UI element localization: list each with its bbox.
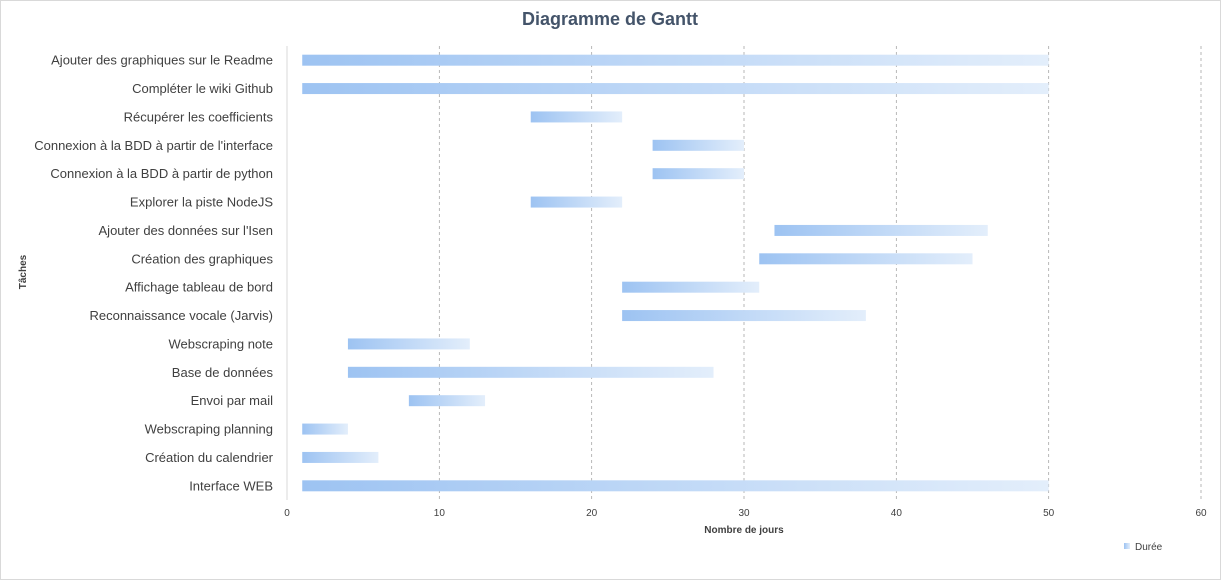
bar xyxy=(347,366,714,378)
x-tick-label: 0 xyxy=(284,508,290,519)
category-labels: Ajouter des graphiques sur le Readme Comp… xyxy=(34,53,273,494)
category-label: Ajouter des données sur l'Isen xyxy=(99,223,273,238)
legend-swatch xyxy=(1124,543,1130,549)
category-label: Connexion à la BDD à partir de python xyxy=(50,166,273,181)
x-tick-label: 50 xyxy=(1043,508,1055,519)
bar xyxy=(302,83,1049,95)
x-axis-label: Nombre de jours xyxy=(704,525,784,536)
grid-lines xyxy=(286,46,1202,500)
category-label: Récupérer les coefficients xyxy=(124,109,274,124)
category-label: Affichage tableau de bord xyxy=(125,280,273,295)
bar xyxy=(302,423,348,435)
bar xyxy=(622,281,760,293)
category-label: Webscraping note xyxy=(168,336,273,351)
bar xyxy=(774,224,988,236)
bars xyxy=(302,54,1049,492)
bar xyxy=(652,168,744,180)
x-tick-labels: 0 10 20 30 40 50 60 xyxy=(284,508,1207,519)
x-tick-label: 10 xyxy=(434,508,446,519)
category-label: Webscraping planning xyxy=(145,422,273,437)
category-label: Reconnaissance vocale (Jarvis) xyxy=(89,308,273,323)
bar xyxy=(302,54,1049,66)
y-axis-label: Tâches xyxy=(18,254,29,289)
legend: Durée xyxy=(1124,542,1163,553)
bar xyxy=(622,310,866,322)
category-label: Création des graphiques xyxy=(131,251,273,266)
x-tick-label: 60 xyxy=(1195,508,1207,519)
x-tick-label: 40 xyxy=(891,508,903,519)
legend-label: Durée xyxy=(1135,542,1163,553)
bar xyxy=(408,395,486,407)
bar xyxy=(652,139,744,151)
category-label: Interface WEB xyxy=(189,478,273,493)
category-label: Ajouter des graphiques sur le Readme xyxy=(51,53,273,68)
chart-title: Diagramme de Gantt xyxy=(522,9,698,29)
bar xyxy=(530,111,623,123)
bar xyxy=(347,338,470,350)
bar xyxy=(530,196,623,208)
category-label: Explorer la piste NodeJS xyxy=(130,195,273,210)
bar xyxy=(759,253,973,265)
x-tick-label: 30 xyxy=(738,508,750,519)
category-label: Compléter le wiki Github xyxy=(132,81,273,96)
bar xyxy=(302,451,379,463)
bar xyxy=(302,480,1049,492)
category-label: Base de données xyxy=(172,365,274,380)
x-tick-label: 20 xyxy=(586,508,598,519)
category-label: Connexion à la BDD à partir de l'interfa… xyxy=(34,138,273,153)
category-label: Création du calendrier xyxy=(145,450,274,465)
category-label: Envoi par mail xyxy=(191,393,273,408)
